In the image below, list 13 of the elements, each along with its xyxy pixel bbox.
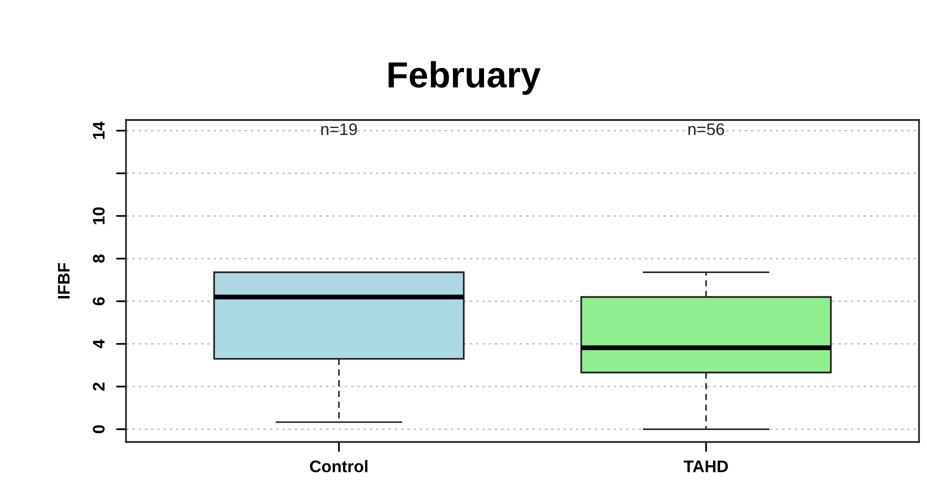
x-tick-label: TAHD — [684, 460, 728, 472]
x-tick-label: Control — [310, 460, 368, 472]
y-tick-label: 4 — [93, 339, 104, 348]
annotation: n=56 — [688, 123, 724, 136]
y-tick-label: 2 — [92, 382, 104, 391]
y-tick-label: 8 — [92, 254, 105, 263]
y-tick-label: 0 — [92, 425, 105, 434]
y-tick-label: 10 — [92, 207, 105, 224]
y-tick-label: 14 — [93, 121, 104, 139]
y-tick-label: 6 — [92, 297, 105, 306]
chart-title: February — [388, 61, 541, 95]
annotation: n=19 — [321, 123, 357, 136]
y-axis-title: IFBF — [58, 263, 70, 298]
